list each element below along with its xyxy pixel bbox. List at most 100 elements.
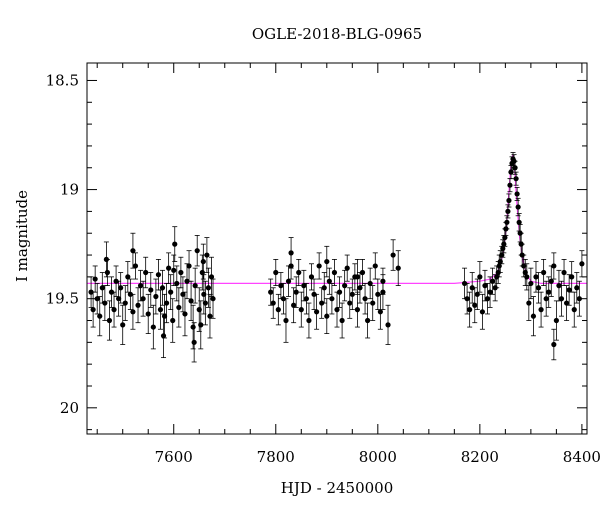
point-marker: [180, 291, 186, 297]
point-marker: [507, 182, 513, 188]
point-marker: [140, 296, 146, 302]
point-marker: [92, 276, 98, 282]
point-marker: [543, 296, 549, 302]
point-marker: [561, 269, 567, 276]
point-marker: [311, 291, 317, 297]
point-marker: [571, 307, 577, 313]
data-point: [574, 272, 580, 304]
point-marker: [344, 265, 350, 271]
point-marker: [339, 317, 345, 324]
data-point: [377, 293, 383, 330]
point-marker: [324, 313, 330, 319]
data-point: [354, 259, 361, 295]
point-marker: [349, 291, 355, 297]
x-tick-label: 7800: [257, 448, 295, 466]
point-marker: [116, 296, 122, 302]
point-marker: [535, 285, 542, 291]
data-point: [205, 267, 212, 308]
point-marker: [342, 283, 348, 289]
point-marker: [130, 248, 136, 254]
point-marker: [321, 285, 327, 291]
point-marker: [513, 176, 519, 182]
data-point: [502, 228, 508, 247]
x-tick-label: 8000: [359, 448, 397, 466]
point-marker: [194, 248, 200, 254]
point-marker: [556, 283, 562, 289]
point-marker: [516, 219, 522, 225]
data-point: [104, 259, 111, 287]
data-point: [563, 285, 570, 321]
point-marker: [574, 285, 580, 291]
point-marker: [288, 250, 294, 256]
data-point: [479, 293, 486, 330]
point-marker: [273, 269, 279, 276]
data-point: [111, 291, 117, 328]
data-point: [186, 250, 192, 282]
data-point: [365, 302, 371, 339]
data-point: [130, 232, 136, 269]
point-marker: [188, 298, 194, 304]
data-point: [395, 250, 401, 287]
data-point: [308, 263, 315, 291]
data-point: [204, 237, 210, 273]
data-point: [97, 296, 103, 337]
data-point: [535, 272, 542, 304]
point-marker: [326, 278, 332, 284]
point-marker: [150, 324, 156, 330]
point-marker: [546, 289, 552, 295]
data-point: [296, 259, 302, 287]
point-marker: [329, 296, 335, 302]
x-tick-label: 8200: [461, 448, 499, 466]
point-marker: [296, 269, 302, 276]
y-axis-label: I magnitude: [13, 190, 31, 282]
point-marker: [508, 169, 514, 175]
data-point: [513, 171, 519, 186]
point-marker: [474, 291, 480, 297]
data-point: [155, 259, 162, 291]
point-marker: [143, 269, 149, 276]
y-tick-label: 18.5: [46, 71, 79, 89]
chart-title: OGLE-2018-BLG-0965: [252, 25, 422, 43]
data-point: [331, 259, 338, 287]
data-point: [380, 274, 386, 311]
point-marker: [120, 322, 126, 328]
data-point: [298, 291, 304, 328]
point-marker: [298, 307, 304, 313]
data-point: [208, 256, 215, 297]
data-point: [553, 300, 559, 341]
data-point: [268, 278, 274, 306]
data-point: [90, 291, 96, 328]
point-marker: [390, 252, 396, 258]
data-point: [192, 267, 198, 304]
point-marker: [166, 265, 172, 271]
data-points-layer: [88, 152, 585, 363]
data-point: [132, 252, 139, 280]
point-marker: [362, 296, 368, 302]
point-marker: [111, 307, 117, 313]
point-marker: [579, 261, 585, 267]
data-point: [180, 276, 186, 313]
data-point: [171, 254, 177, 287]
data-point: [150, 304, 156, 350]
point-marker: [515, 204, 521, 210]
data-point: [157, 289, 164, 330]
point-marker: [357, 285, 363, 291]
data-point: [191, 322, 197, 363]
point-marker: [512, 165, 518, 171]
point-marker: [375, 291, 381, 297]
data-point: [477, 261, 483, 293]
point-marker: [135, 302, 141, 308]
point-marker: [377, 309, 383, 315]
data-point: [99, 272, 105, 304]
plot-area: [87, 152, 587, 363]
point-marker: [102, 300, 108, 306]
point-marker: [505, 208, 511, 214]
data-point: [291, 287, 297, 324]
point-marker: [528, 280, 534, 287]
data-point: [558, 280, 565, 317]
data-point: [94, 283, 100, 315]
point-marker: [202, 300, 208, 306]
data-point: [548, 265, 554, 297]
data-point: [200, 243, 206, 280]
